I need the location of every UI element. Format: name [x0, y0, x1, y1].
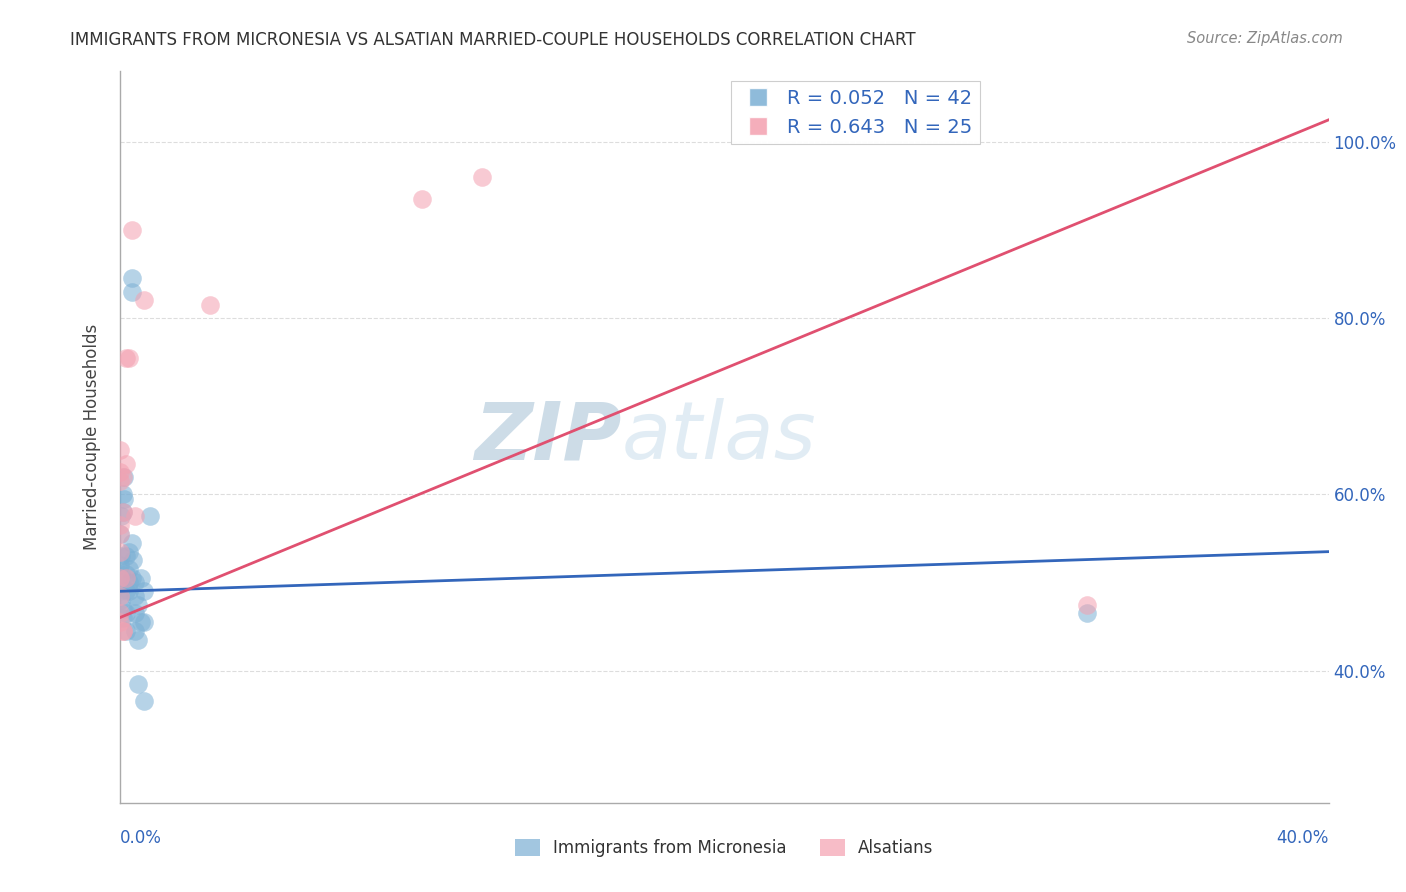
- Point: [108, 571, 131, 585]
- Point: [124, 509, 146, 524]
- Point: [121, 571, 143, 585]
- Point: [114, 549, 136, 563]
- Point: [110, 509, 132, 524]
- Point: [127, 677, 149, 691]
- Point: [129, 571, 152, 585]
- Point: [108, 607, 131, 621]
- Point: [124, 575, 146, 590]
- Point: [108, 558, 131, 572]
- Point: [108, 474, 131, 488]
- Point: [114, 351, 136, 365]
- Point: [111, 505, 134, 519]
- Point: [108, 527, 131, 541]
- Point: [108, 589, 131, 603]
- Point: [121, 271, 143, 285]
- Point: [124, 607, 146, 621]
- Point: [127, 632, 149, 647]
- Point: [108, 615, 131, 629]
- Point: [108, 575, 131, 590]
- Point: [124, 624, 146, 638]
- Point: [122, 553, 145, 567]
- Point: [112, 469, 135, 483]
- Point: [111, 624, 134, 638]
- Point: [200, 298, 222, 312]
- Text: 40.0%: 40.0%: [1277, 829, 1329, 847]
- Point: [111, 611, 134, 625]
- Point: [1076, 598, 1098, 612]
- Text: atlas: atlas: [621, 398, 815, 476]
- Point: [114, 624, 136, 638]
- Point: [129, 615, 152, 629]
- Point: [132, 615, 155, 629]
- Point: [114, 571, 136, 585]
- Point: [111, 469, 134, 483]
- Point: [110, 593, 132, 607]
- Legend: Immigrants from Micronesia, Alsatians: Immigrants from Micronesia, Alsatians: [508, 832, 941, 864]
- Text: ZIP: ZIP: [474, 398, 621, 476]
- Point: [110, 549, 132, 563]
- Point: [117, 562, 139, 576]
- Point: [132, 694, 155, 708]
- Point: [117, 351, 139, 365]
- Point: [108, 443, 131, 458]
- Point: [117, 575, 139, 590]
- Text: Source: ZipAtlas.com: Source: ZipAtlas.com: [1187, 31, 1343, 46]
- Point: [114, 566, 136, 581]
- Point: [108, 584, 131, 599]
- Point: [108, 527, 131, 541]
- Point: [114, 607, 136, 621]
- Text: IMMIGRANTS FROM MICRONESIA VS ALSATIAN MARRIED-COUPLE HOUSEHOLDS CORRELATION CHA: IMMIGRANTS FROM MICRONESIA VS ALSATIAN M…: [70, 31, 915, 49]
- Point: [108, 544, 131, 558]
- Point: [1076, 607, 1098, 621]
- Point: [114, 584, 136, 599]
- Point: [117, 544, 139, 558]
- Point: [121, 223, 143, 237]
- Point: [111, 487, 134, 501]
- Point: [121, 536, 143, 550]
- Point: [111, 505, 134, 519]
- Point: [111, 624, 134, 638]
- Point: [117, 584, 139, 599]
- Point: [471, 170, 494, 185]
- Point: [124, 589, 146, 603]
- Point: [121, 285, 143, 299]
- Text: 0.0%: 0.0%: [120, 829, 162, 847]
- Point: [411, 192, 433, 206]
- Point: [114, 457, 136, 471]
- Point: [127, 598, 149, 612]
- Point: [138, 509, 162, 524]
- Point: [110, 566, 132, 581]
- Y-axis label: Married-couple Households: Married-couple Households: [83, 324, 101, 550]
- Point: [108, 518, 131, 533]
- Point: [132, 293, 155, 308]
- Point: [108, 466, 131, 480]
- Point: [111, 602, 134, 616]
- Point: [132, 584, 155, 599]
- Point: [112, 491, 135, 506]
